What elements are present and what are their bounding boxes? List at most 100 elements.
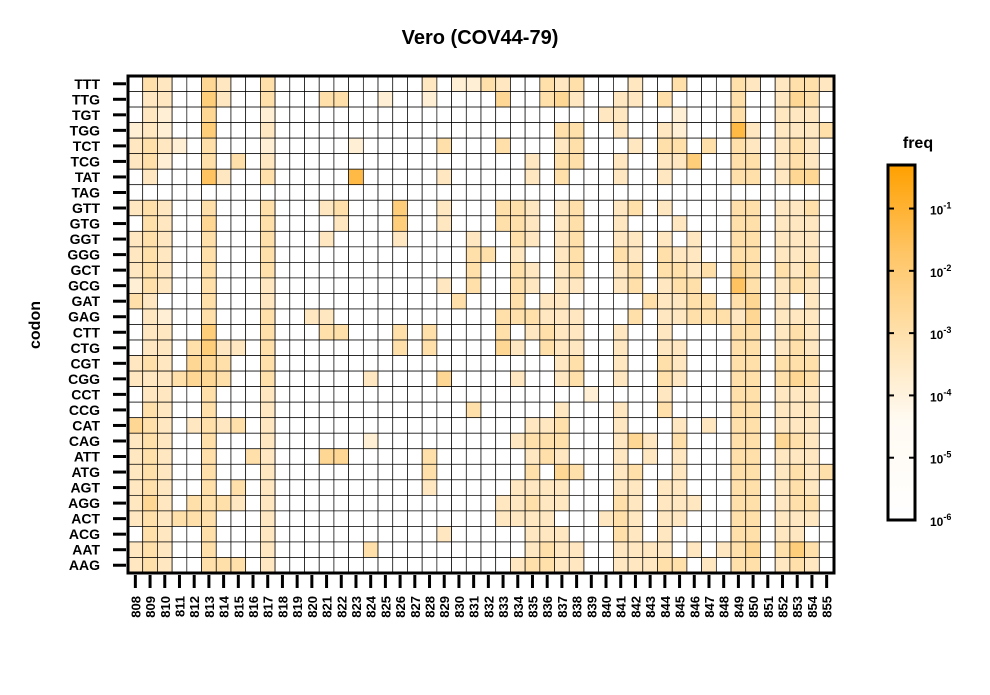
heatmap-cell-CGT-815 — [230, 355, 247, 372]
heatmap-cell-TAT-824 — [362, 168, 379, 186]
heatmap-cell-GCT-855 — [818, 262, 835, 279]
heatmap-cell-TTG-812 — [186, 91, 202, 108]
heatmap-cell-TTT-851 — [760, 75, 776, 92]
heatmap-cell-AAT-844 — [657, 541, 673, 558]
heatmap-cell-CTT-830 — [451, 324, 467, 341]
heatmap-cell-CTT-845 — [671, 324, 688, 341]
heatmap-cell-AGT-853 — [789, 479, 805, 496]
heatmap-cell-ATG-852 — [774, 463, 791, 481]
heatmap-cell-CAG-844 — [657, 432, 673, 450]
heatmap-cell-TAT-840 — [598, 168, 614, 186]
heatmap-cell-CCT-827 — [407, 386, 423, 403]
heatmap-cell-GGT-845 — [671, 230, 688, 248]
heatmap-cell-GGT-828 — [421, 230, 438, 248]
heatmap-cell-GGG-849 — [730, 246, 747, 263]
heatmap-cell-ATG-816 — [245, 463, 261, 481]
heatmap-cell-TCT-832 — [480, 137, 497, 155]
heatmap-cell-TCT-810 — [157, 137, 173, 155]
x-tick-labels: 808 809 810 811 812 813 814 815 816 817 818 819 820 8… — [128, 575, 835, 618]
y-tick-label-GAG: GAG — [68, 309, 100, 325]
heatmap-cell-GCT-820 — [304, 262, 320, 279]
heatmap-cell-GTG-819 — [289, 215, 305, 232]
heatmap-cell-CCG-836 — [539, 401, 555, 419]
heatmap-cell-GCT-812 — [186, 262, 202, 279]
x-tick-label-852: 852 — [776, 596, 791, 618]
heatmap-cell-CCT-820 — [304, 386, 320, 403]
heatmap-cell-CCT-819 — [289, 386, 305, 403]
heatmap-cell-CAG-852 — [774, 432, 791, 450]
heatmap-cell-TAG-839 — [583, 184, 600, 201]
heatmap-cell-CGG-839 — [583, 370, 600, 387]
heatmap-cell-CAG-832 — [480, 432, 497, 450]
heatmap-cell-AAG-810 — [157, 557, 173, 574]
heatmap-cell-GAT-819 — [289, 293, 305, 310]
heatmap-cell-GAT-809 — [142, 293, 158, 310]
heatmap-cell-GTG-826 — [392, 215, 408, 232]
heatmap-cell-AGT-820 — [304, 479, 320, 496]
heatmap-cell-TAT-827 — [407, 168, 423, 186]
heatmap-cell-CCG-850 — [745, 401, 761, 419]
heatmap-cell-CAG-814 — [215, 432, 232, 450]
heatmap-cell-AAG-832 — [480, 557, 497, 574]
heatmap-cell-TAT-843 — [642, 168, 658, 186]
heatmap-cell-AGT-839 — [583, 479, 600, 496]
heatmap-cell-TAT-852 — [774, 168, 791, 186]
heatmap-cell-CGT-809 — [142, 355, 158, 372]
heatmap-cell-TCG-809 — [142, 153, 158, 170]
heatmap-cell-GCG-826 — [392, 277, 408, 294]
heatmap-cell-TTT-826 — [392, 75, 408, 92]
heatmap-cell-CCT-825 — [377, 386, 394, 403]
heatmap-cell-TCG-836 — [539, 153, 555, 170]
heatmap-cell-GCG-837 — [554, 277, 570, 294]
heatmap-cell-CCG-832 — [480, 401, 497, 419]
heatmap-cell-ACG-839 — [583, 526, 600, 543]
heatmap-cell-CTG-812 — [186, 339, 202, 356]
heatmap-cell-TCT-811 — [171, 137, 188, 155]
heatmap-cell-CAG-848 — [715, 432, 732, 450]
heatmap-cell-ACG-853 — [789, 526, 805, 543]
heatmap-cell-TCT-819 — [289, 137, 305, 155]
heatmap-cell-GCG-821 — [318, 277, 335, 294]
x-tick-label-854: 854 — [805, 595, 820, 617]
heatmap-cell-GAG-823 — [348, 308, 364, 325]
heatmap-cell-CAT-852 — [774, 417, 791, 434]
x-tick-label-843: 843 — [643, 596, 658, 618]
heatmap-cell-GGT-833 — [495, 230, 511, 248]
heatmap-cell-GAT-817 — [260, 293, 276, 310]
heatmap-cell-AGT-844 — [657, 479, 673, 496]
heatmap-cell-GTG-849 — [730, 215, 747, 232]
heatmap-cell-TGG-831 — [465, 122, 482, 139]
heatmap-cell-CGG-810 — [157, 370, 173, 387]
heatmap-cell-CGG-849 — [730, 370, 747, 387]
heatmap-cell-CAT-838 — [568, 417, 585, 434]
colorbar-tick-label: 10-1 — [930, 201, 951, 218]
heatmap-cell-ACT-840 — [598, 510, 614, 527]
heatmap-cell-CAG-850 — [745, 432, 761, 450]
heatmap-cell-AGG-813 — [201, 494, 217, 512]
heatmap-cell-GGG-818 — [274, 246, 291, 263]
heatmap-cell-ATG-841 — [613, 463, 629, 481]
heatmap-cell-ATT-826 — [392, 448, 408, 465]
heatmap-cell-GGG-852 — [774, 246, 791, 263]
heatmap-cell-AAG-849 — [730, 557, 747, 574]
heatmap-cell-GGG-814 — [215, 246, 232, 263]
heatmap-cell-CTT-838 — [568, 324, 585, 341]
heatmap-cell-GCG-843 — [642, 277, 658, 294]
heatmap-cell-TGG-847 — [701, 122, 717, 139]
heatmap-cell-GCG-850 — [745, 277, 761, 294]
heatmap-cell-GCG-815 — [230, 277, 247, 294]
heatmap-cell-ACG-844 — [657, 526, 673, 543]
heatmap-cell-GCT-834 — [510, 262, 526, 279]
heatmap-cell-CTT-829 — [436, 324, 452, 341]
heatmap-cell-ACG-822 — [333, 526, 349, 543]
heatmap-cell-GAG-851 — [760, 308, 776, 325]
colorbar-label: freq — [903, 135, 933, 152]
heatmap-cell-ATG-840 — [598, 463, 614, 481]
heatmap-cell-TGG-818 — [274, 122, 291, 139]
heatmap-cell-GCT-811 — [171, 262, 188, 279]
heatmap-cell-ACG-815 — [230, 526, 247, 543]
heatmap-cell-GAG-808 — [127, 308, 144, 325]
heatmap-cell-CGG-820 — [304, 370, 320, 387]
heatmap-cell-GAT-808 — [127, 293, 144, 310]
heatmap-cell-TTT-812 — [186, 75, 202, 92]
